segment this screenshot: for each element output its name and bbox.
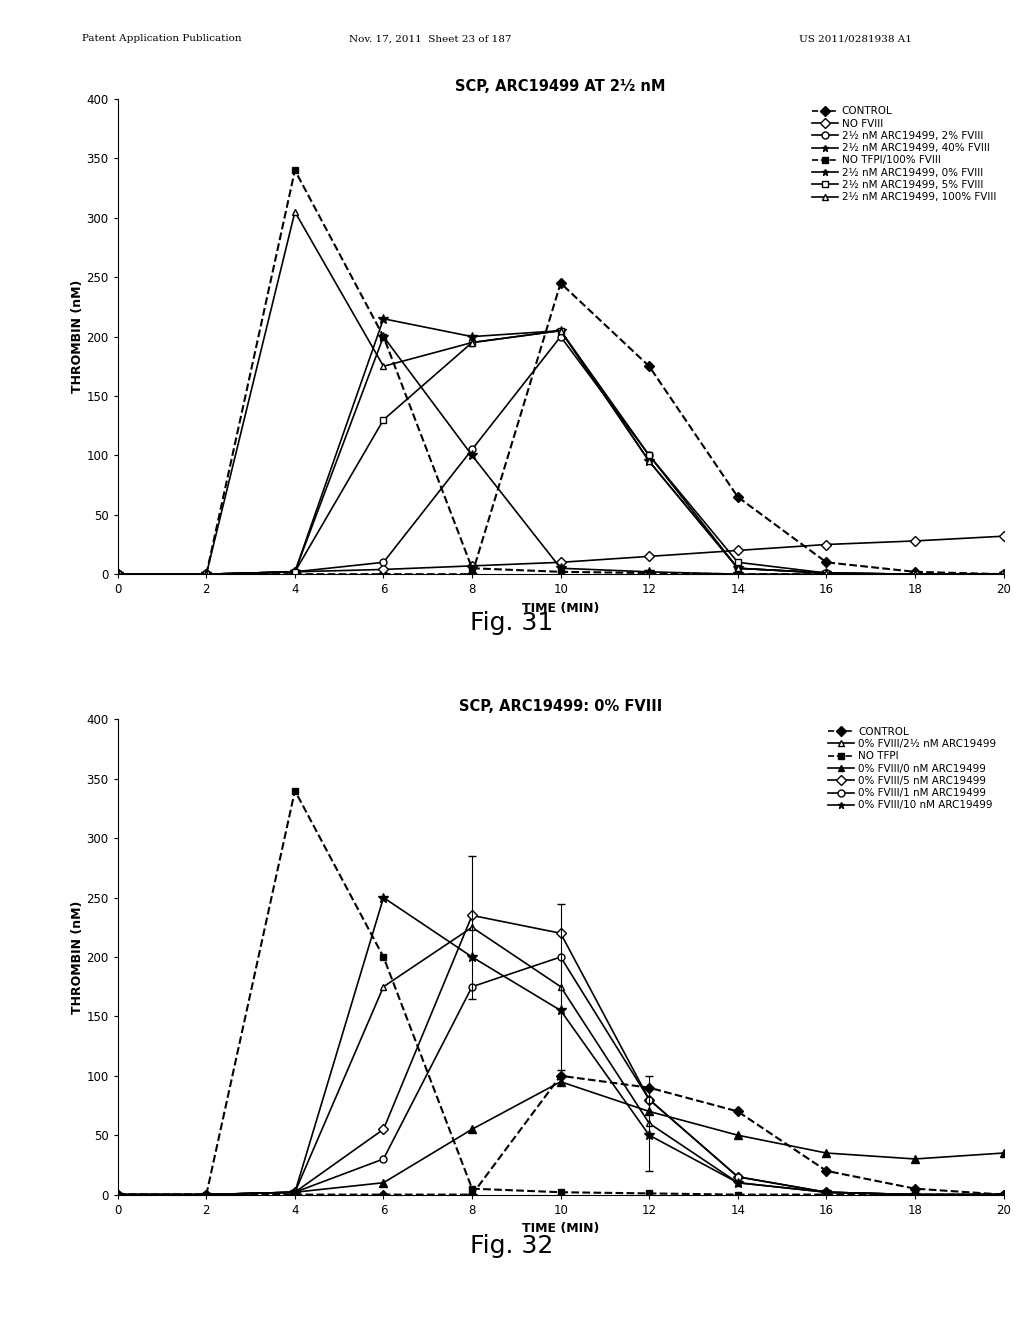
Title: SCP, ARC19499: 0% FVIII: SCP, ARC19499: 0% FVIII bbox=[459, 700, 663, 714]
Text: Patent Application Publication: Patent Application Publication bbox=[82, 34, 242, 44]
X-axis label: TIME (MIN): TIME (MIN) bbox=[522, 602, 599, 615]
Text: Fig. 32: Fig. 32 bbox=[470, 1234, 554, 1258]
X-axis label: TIME (MIN): TIME (MIN) bbox=[522, 1222, 599, 1236]
Y-axis label: THROMBIN (nM): THROMBIN (nM) bbox=[71, 280, 84, 393]
Legend: CONTROL, 0% FVIII/2½ nM ARC19499, NO TFPI, 0% FVIII/0 nM ARC19499, 0% FVIII/5 nM: CONTROL, 0% FVIII/2½ nM ARC19499, NO TFP… bbox=[825, 725, 998, 813]
Text: Nov. 17, 2011  Sheet 23 of 187: Nov. 17, 2011 Sheet 23 of 187 bbox=[349, 34, 511, 44]
Text: US 2011/0281938 A1: US 2011/0281938 A1 bbox=[799, 34, 911, 44]
Legend: CONTROL, NO FVIII, 2½ nM ARC19499, 2% FVIII, 2½ nM ARC19499, 40% FVIII, NO TFPI/: CONTROL, NO FVIII, 2½ nM ARC19499, 2% FV… bbox=[810, 104, 998, 205]
Text: Fig. 31: Fig. 31 bbox=[470, 611, 554, 635]
Title: SCP, ARC19499 AT 2½ nM: SCP, ARC19499 AT 2½ nM bbox=[456, 79, 666, 94]
Y-axis label: THROMBIN (nM): THROMBIN (nM) bbox=[71, 900, 84, 1014]
